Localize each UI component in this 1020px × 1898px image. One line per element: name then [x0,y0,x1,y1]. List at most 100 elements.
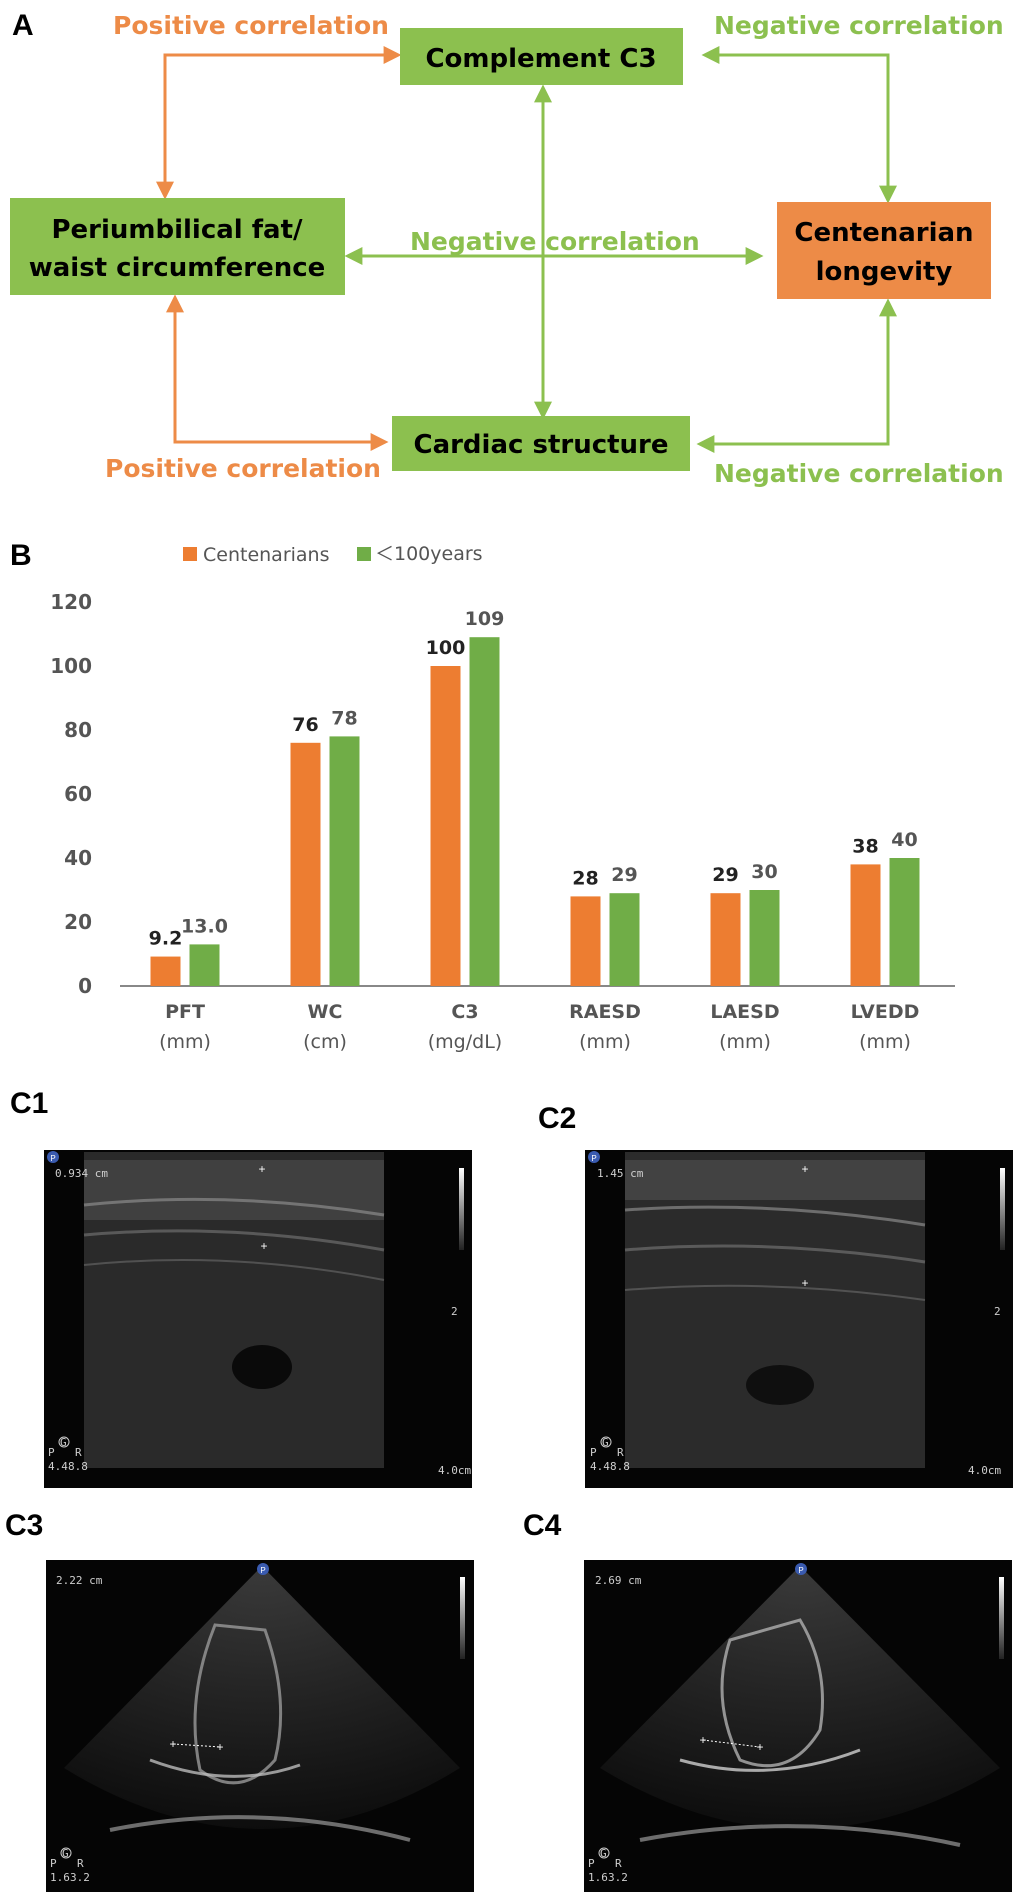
svg-text:1.6: 1.6 [588,1871,608,1884]
data-label: 28 [572,867,598,889]
c2-caliper-top: + [801,1162,808,1176]
box-cardiac-structure: Cardiac structure [392,416,690,471]
c3-gray-scale-bar [460,1577,465,1659]
svg-text:G: G [602,1436,609,1449]
label-negative-correlation-bottom: Negative correlation [714,459,1004,488]
arrow-c3-fat [156,46,402,200]
chart-y-axis: 0 20 40 60 80 100 120 [50,590,92,998]
panel-a-letter: A [12,9,34,42]
svg-text:8.8: 8.8 [610,1460,630,1473]
legend-swatch-centenarians [183,547,197,561]
x-category-unit: (mg/dL) [428,1031,502,1053]
label-negative-correlation-top: Negative correlation [714,11,1004,40]
svg-text:3.2: 3.2 [608,1871,628,1884]
box-longevity-label-line1: Centenarian [794,218,973,248]
svg-text:+: + [169,1737,176,1751]
ultrasound-c1: C1 P 0.934 cm + + 2 4.0cm G P R 4.4 8.8 [10,1087,472,1488]
c4-probe-badge [795,1563,807,1575]
data-label: 38 [852,835,878,857]
svg-text:4.4: 4.4 [590,1460,610,1473]
box-complement-c3: Complement C3 [400,28,683,85]
bar-centenarians-c3 [430,666,461,986]
panel-c: C1 P 0.934 cm + + 2 4.0cm G P R 4.4 8.8 [5,1087,1013,1892]
c2-vessel [746,1365,814,1405]
x-category-label: WC [308,1001,343,1023]
legend-label-under-100: ＜100years [375,543,483,565]
box-cardiac-label: Cardiac structure [413,430,668,460]
panel-b-letter: B [10,539,32,572]
c2-caliper-bottom: + [801,1276,808,1290]
c2-probe-badge [588,1151,600,1163]
c1-depth: 4.0cm [438,1464,471,1477]
y-tick-label: 120 [50,590,92,614]
c2-gray-scale-bar [1000,1168,1005,1250]
echocardiogram-c3: C3 P 2.22 cm + + G P R 1.6 3.2 [5,1509,474,1892]
svg-text:P: P [590,1446,597,1459]
data-label: 78 [331,707,357,729]
panel-c3-letter: C3 [5,1509,43,1542]
svg-text:P: P [588,1857,595,1870]
svg-text:P: P [50,1857,57,1870]
data-label: 9.2 [149,928,183,950]
c3-settings: G P R 1.6 3.2 [50,1847,90,1884]
c3-probe-letter: P [260,1566,265,1575]
svg-text:P: P [48,1446,55,1459]
arrow-c3-longevity [701,46,897,204]
svg-text:G: G [60,1436,67,1449]
arrow-fat-cardiac [166,294,389,451]
c1-probe-letter: P [50,1154,55,1163]
svg-text:8.8: 8.8 [68,1460,88,1473]
c4-measurement: 2.69 cm [595,1574,642,1587]
svg-text:+: + [756,1740,763,1754]
c4-settings: G P R 1.6 3.2 [588,1847,628,1884]
c1-caliper-top: + [258,1162,265,1176]
c1-probe-badge [47,1151,59,1163]
label-positive-correlation-bottom: Positive correlation [105,454,381,483]
box-fat-label-line2: waist circumference [29,253,326,283]
c2-probe-letter: P [591,1154,596,1163]
data-label: 13.0 [181,915,228,937]
svg-text:R: R [77,1857,84,1870]
x-category-unit: (mm) [859,1031,911,1053]
c2-settings: G P R 4.4 8.8 [590,1436,630,1473]
panel-a-arrows [156,46,897,453]
data-label: 29 [712,864,738,886]
y-tick-label: 60 [64,782,92,806]
box-periumbilical-fat: Periumbilical fat/ waist circumference [10,198,345,295]
svg-text:+: + [216,1740,223,1754]
svg-text:1.6: 1.6 [50,1871,70,1884]
box-fat-label-line1: Periumbilical fat/ [51,215,303,245]
c2-measurement: 1.45 cm [597,1167,644,1180]
bar-centenarians-raesd [570,896,601,986]
x-category-unit: (mm) [159,1031,211,1053]
panel-b: B Centenarians ＜100years 0 20 40 60 80 100 120… [10,539,955,1053]
data-label: 100 [426,637,466,659]
legend-label-centenarians: Centenarians [203,544,330,566]
c3-measurement: 2.22 cm [56,1574,103,1587]
panel-c4-letter: C4 [523,1509,562,1542]
y-tick-label: 20 [64,910,92,934]
x-category-label: PFT [165,1001,205,1023]
c4-gray-scale-bar [999,1577,1004,1659]
svg-text:G: G [62,1847,69,1860]
box-complement-c3-label: Complement C3 [425,44,656,74]
label-positive-correlation-top: Positive correlation [113,11,389,40]
c2-image-area [625,1152,925,1468]
x-category-label: LAESD [710,1001,779,1023]
y-tick-label: 80 [64,718,92,742]
c2-depth: 4.0cm [968,1464,1001,1477]
bar-centenarians-wc [290,742,321,986]
bar-under-100-wc [329,736,360,986]
c1-scale-mark: 2 [451,1305,458,1318]
bar-centenarians-laesd [710,893,741,986]
x-category-unit: (cm) [303,1031,347,1053]
x-category-unit: (mm) [579,1031,631,1053]
svg-text:R: R [615,1857,622,1870]
c1-settings: G P R 4.4 8.8 [48,1436,88,1473]
ultrasound-c2: C2 P 1.45 cm + + 2 4.0cm G P R 4.4 8.8 [538,1102,1013,1488]
c1-measurement: 0.934 cm [55,1167,108,1180]
chart-bars [150,637,920,986]
x-category-label: LVEDD [851,1001,920,1023]
y-tick-label: 40 [64,846,92,870]
data-label: 76 [292,714,318,736]
